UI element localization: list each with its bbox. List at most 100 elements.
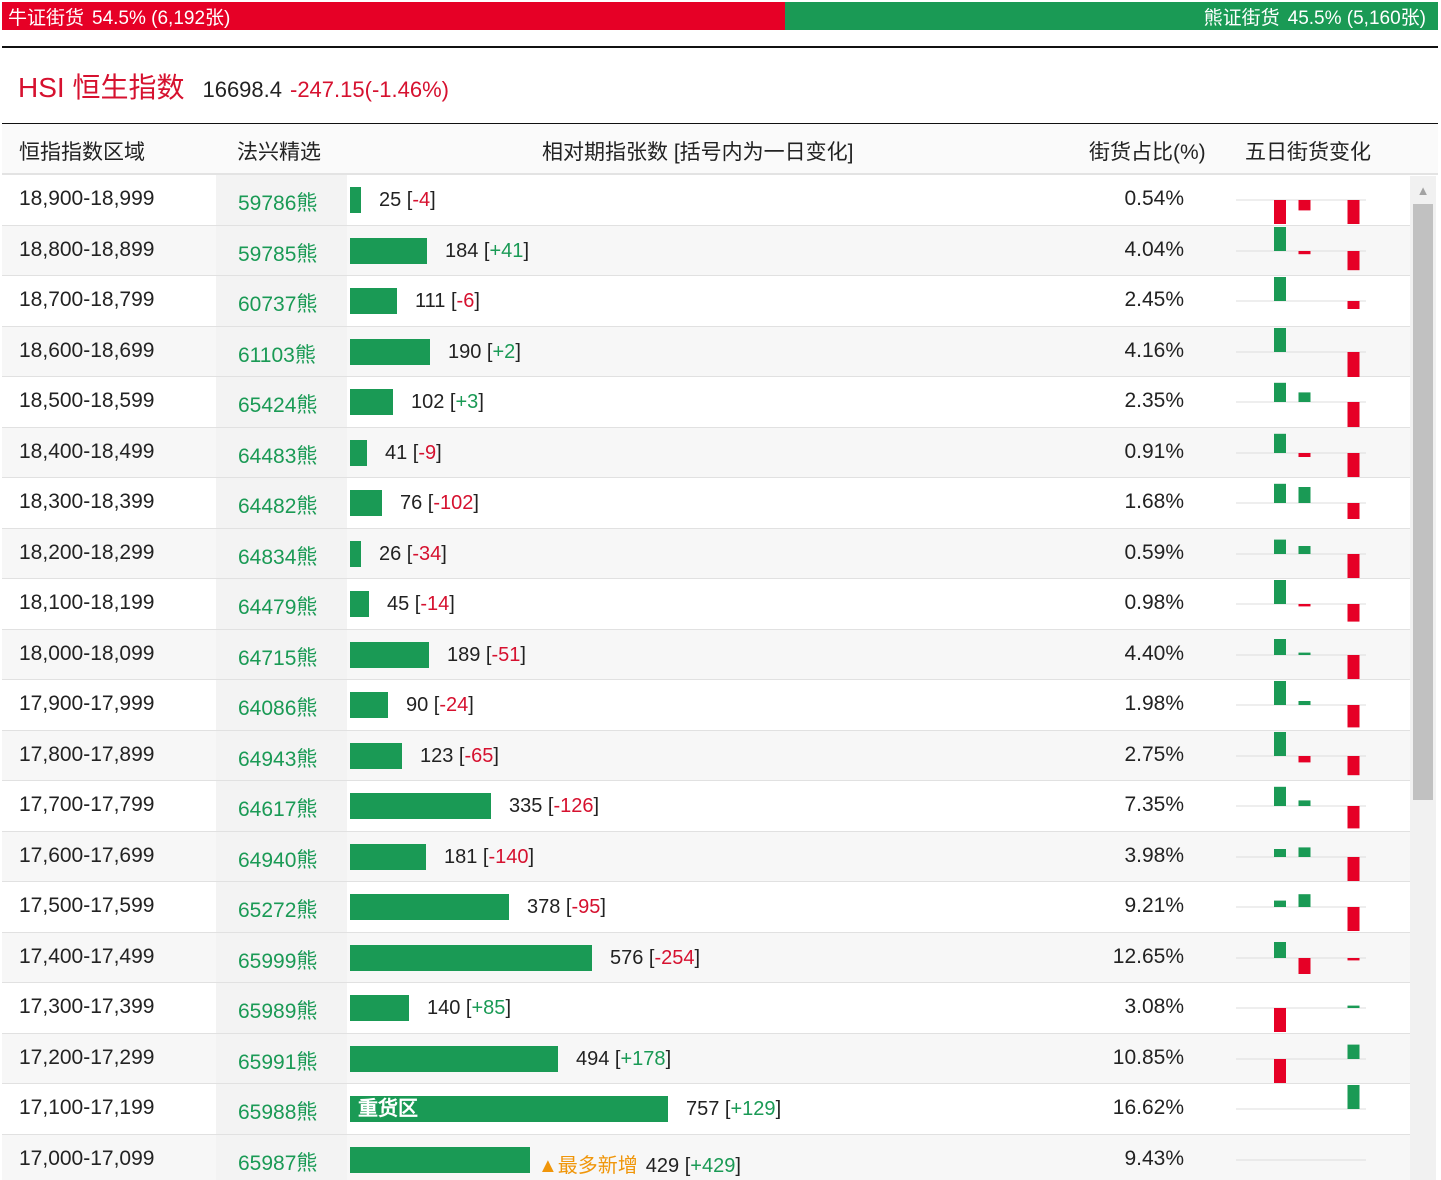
sparkline-bar xyxy=(1274,382,1286,402)
count-number: 429 xyxy=(645,1154,680,1177)
scrollbar-thumb[interactable] xyxy=(1413,204,1433,800)
warrant-code-link[interactable]: 64482熊 xyxy=(238,495,318,518)
five-day-sparkline xyxy=(1236,382,1366,427)
range-cell: 18,600-18,699 xyxy=(19,338,155,362)
warrant-code-link[interactable]: 64617熊 xyxy=(238,798,318,821)
count-bar xyxy=(350,540,361,567)
share-cell: 2.35% xyxy=(1124,389,1184,412)
index-name[interactable]: HSI 恒生指数 xyxy=(18,72,185,103)
index-change: -247.15(-1.46%) xyxy=(290,77,449,102)
pick-cell-bg xyxy=(216,781,347,831)
sparkline-bar xyxy=(1298,755,1311,762)
warrant-code-link[interactable]: 65272熊 xyxy=(238,899,318,922)
pick-cell-bg xyxy=(216,1084,347,1134)
five-day-sparkline xyxy=(1236,433,1366,477)
sparkline-bar xyxy=(1274,786,1286,806)
count-bar xyxy=(350,692,388,718)
five-day-sparkline xyxy=(1236,731,1366,775)
pick-cell-bg xyxy=(216,225,347,275)
count-change: -4 xyxy=(412,189,431,211)
count-bar xyxy=(350,995,409,1021)
bear-value: 45.5% (5,160张) xyxy=(1287,7,1426,29)
count-number: 140 xyxy=(427,997,461,1019)
warrant-code-link[interactable]: 64715熊 xyxy=(238,646,318,670)
count-value: ▲最多新增 429 [+429] xyxy=(538,1154,741,1177)
five-day-sparkline xyxy=(1236,894,1366,931)
share-cell: 2.45% xyxy=(1124,288,1184,311)
count-change: -65 xyxy=(464,744,494,767)
warrant-code-link[interactable]: 64943熊 xyxy=(238,747,318,771)
count-change: +41 xyxy=(489,239,524,262)
warrant-code-link[interactable]: 64479熊 xyxy=(238,596,318,619)
count-bar xyxy=(350,591,369,617)
count-number: 45 xyxy=(387,593,410,615)
share-cell: 3.08% xyxy=(1124,995,1184,1018)
count-change: +429 xyxy=(690,1154,736,1177)
warrant-code-link[interactable]: 60737熊 xyxy=(238,293,318,316)
share-cell: 12.65% xyxy=(1112,944,1184,968)
warrant-code-link[interactable]: 61103熊 xyxy=(238,343,316,367)
sparkline-bar xyxy=(1347,301,1360,309)
sparkline-bar xyxy=(1298,250,1311,254)
count-change: -140 xyxy=(488,845,529,868)
count-bar xyxy=(350,894,509,920)
pick-cell-bg xyxy=(216,377,347,427)
five-day-sparkline xyxy=(1236,1005,1366,1032)
count-value: 189 [-51] xyxy=(447,643,526,666)
sparkline-bar xyxy=(1298,652,1311,655)
index-price: 16698.4 xyxy=(202,77,282,102)
sparkline-bar xyxy=(1347,553,1360,578)
range-cell: 18,800-18,899 xyxy=(19,237,155,261)
warrant-code-link[interactable]: 65988熊 xyxy=(238,1101,318,1124)
sparkline-bar xyxy=(1347,957,1360,960)
range-cell: 17,900-17,999 xyxy=(19,692,155,715)
warrant-code-link[interactable]: 59786熊 xyxy=(238,192,318,215)
most-added-tag: ▲最多新增 xyxy=(538,1154,638,1177)
sparkline-bar xyxy=(1274,539,1286,554)
pick-cell-bg xyxy=(216,478,347,528)
sparkline-bar xyxy=(1274,483,1286,503)
pick-cell-bg xyxy=(216,1134,347,1180)
count-value: 494 [+178] xyxy=(576,1047,672,1070)
count-change: -24 xyxy=(439,694,469,716)
range-cell: 18,200-18,299 xyxy=(19,540,155,564)
warrant-code-link[interactable]: 65999熊 xyxy=(238,949,318,973)
pick-cell-bg xyxy=(216,175,347,225)
table-body: 18,900-18,999 59786熊 25 [-4] 0.54% 18,800-18… xyxy=(2,175,1410,1180)
count-value: 335 [-126] xyxy=(509,795,600,817)
warrant-code-link[interactable]: 65989熊 xyxy=(238,1000,318,1023)
count-number: 576 xyxy=(610,946,644,969)
range-cell: 17,800-17,899 xyxy=(19,742,155,766)
sparkline-bar xyxy=(1347,856,1360,881)
sparkline-bar xyxy=(1347,402,1360,427)
header-divider xyxy=(2,46,1438,48)
sparkline-bar xyxy=(1298,701,1311,705)
warrant-code-link[interactable]: 64086熊 xyxy=(238,697,318,720)
warrant-code-link[interactable]: 64483熊 xyxy=(238,444,318,468)
share-cell: 16.62% xyxy=(1112,1096,1184,1119)
count-bar xyxy=(350,288,397,314)
sparkline-bar xyxy=(1347,250,1360,270)
pick-cell-bg xyxy=(216,427,347,477)
table-header: 恒指指数区域 法兴精选 相对期指张数 [括号内为一日变化] 街货占比(%) 五日… xyxy=(2,123,1438,175)
table-row: 17,500-17,599 65272熊 378 [-95] 9.21% xyxy=(2,882,1410,933)
sparkline-bar xyxy=(1274,277,1286,301)
scroll-up-arrow-icon[interactable]: ▲ xyxy=(1416,182,1430,198)
sparkline-bar xyxy=(1347,654,1360,679)
range-cell: 17,100-17,199 xyxy=(19,1096,155,1119)
count-change: -254 xyxy=(654,946,695,969)
share-cell: 7.35% xyxy=(1124,793,1184,816)
count-change: +2 xyxy=(492,340,516,363)
sparkline-bar xyxy=(1274,226,1286,251)
count-change: -51 xyxy=(491,643,521,666)
count-bar xyxy=(350,843,426,870)
header-relative: 相对期指张数 [括号内为一日变化] xyxy=(542,141,854,164)
count-change: +3 xyxy=(455,391,479,413)
warrant-code-link[interactable]: 65987熊 xyxy=(238,1151,318,1175)
warrant-code-link[interactable]: 65991熊 xyxy=(238,1050,318,1074)
warrant-code-link[interactable]: 64834熊 xyxy=(238,545,318,569)
warrant-code-link[interactable]: 65424熊 xyxy=(238,394,318,417)
vertical-scrollbar[interactable]: ▲ xyxy=(1410,176,1436,1180)
warrant-code-link[interactable]: 59785熊 xyxy=(238,242,318,266)
warrant-code-link[interactable]: 64940熊 xyxy=(238,848,318,872)
